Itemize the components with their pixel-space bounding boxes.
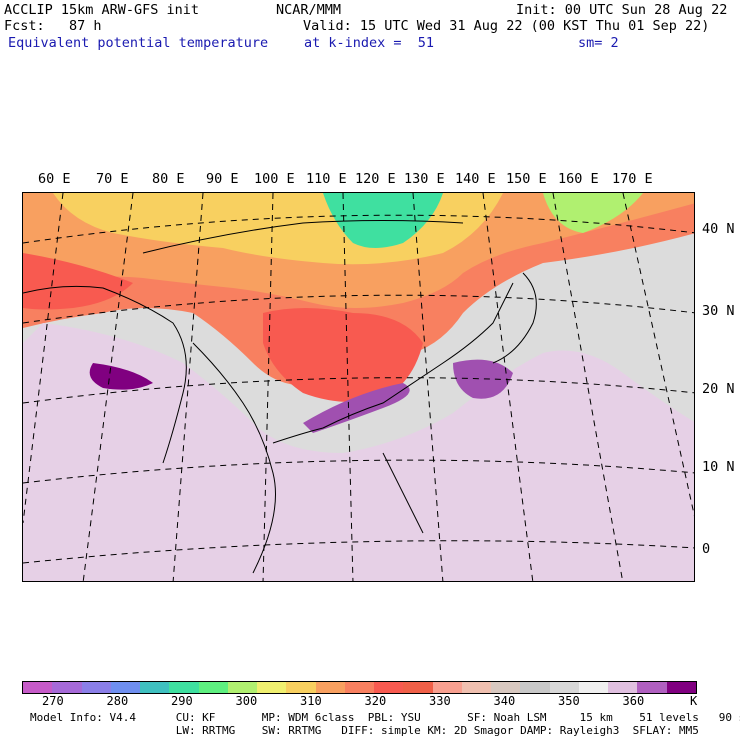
lon-label: 170 E — [612, 171, 653, 187]
colorbar-swatch — [520, 682, 550, 693]
colorbar — [22, 681, 697, 694]
theta-e-field — [23, 193, 694, 581]
lon-label: 140 E — [455, 171, 496, 187]
map-panel — [22, 192, 695, 582]
init-time: Init: 00 UTC Sun 28 Aug 22 — [516, 2, 728, 18]
colorbar-swatch — [432, 682, 462, 693]
lon-label: 90 E — [206, 171, 239, 187]
lon-label: 100 E — [254, 171, 295, 187]
lon-label: 160 E — [558, 171, 599, 187]
lon-label: 70 E — [96, 171, 129, 187]
colorbar-swatch — [549, 682, 579, 693]
purple-patch-pacific — [453, 359, 513, 399]
colorbar-swatch — [608, 682, 638, 693]
colorbar-tick-label: 330 — [429, 694, 451, 708]
colorbar-tick-label: 320 — [364, 694, 387, 708]
lon-label: 120 E — [355, 171, 396, 187]
colorbar-swatch — [110, 682, 140, 693]
purple-band — [303, 383, 410, 433]
lat-label: 30 N — [702, 303, 735, 319]
title-model: ACCLIP 15km ARW-GFS init — [4, 2, 200, 18]
colorbar-swatch — [491, 682, 521, 693]
purple-patch-india — [89, 363, 153, 390]
org-label: NCAR/MMM — [276, 2, 342, 18]
colorbar-tick-label: 340 — [493, 694, 516, 708]
colorbar-swatch — [23, 682, 53, 693]
model-info-line1: Model Info: V4.4 CU: KF MP: WDM 6class P… — [30, 711, 740, 724]
green-ne — [543, 193, 643, 233]
lat-label: 10 N — [702, 459, 735, 475]
valid-time: Valid: 15 UTC Wed 31 Aug 22 (00 KST Thu … — [303, 18, 710, 34]
colorbar-swatch — [140, 682, 170, 693]
colorbar-swatch — [637, 682, 667, 693]
level-label: at k-index = 51 — [304, 35, 435, 51]
model-info-line2: LW: RRTMG SW: RRTMG DIFF: simple KM: 2D … — [30, 724, 699, 737]
colorbar-swatch — [374, 682, 404, 693]
graticule — [23, 193, 694, 581]
colorbar-swatch — [169, 682, 199, 693]
lat-label: 0 — [702, 541, 711, 557]
colorbar-swatch — [52, 682, 82, 693]
colorbar-tick-label: 350 — [558, 694, 580, 708]
colorbar-swatch — [286, 682, 316, 693]
colorbar-swatch — [227, 682, 257, 693]
smoothing-label: sm= 2 — [578, 35, 619, 51]
forecast-hour: Fcst: 87 h — [4, 18, 102, 34]
lon-label: 130 E — [404, 171, 445, 187]
lon-label: 150 E — [506, 171, 547, 187]
lon-label: 110 E — [306, 171, 347, 187]
lat-label: 40 N — [702, 221, 735, 237]
field-name: Equivalent potential temperature — [8, 35, 269, 51]
lon-label: 80 E — [152, 171, 185, 187]
colorbar-swatch — [257, 682, 287, 693]
lat-label: 20 N — [702, 381, 735, 397]
lon-label: 60 E — [38, 171, 71, 187]
colorbar-swatch — [578, 682, 608, 693]
colorbar-tick-label: 270 — [42, 694, 64, 708]
colorbar-tick-label: 360 — [622, 694, 645, 708]
red-core-china — [263, 308, 423, 402]
colorbar-tick-label: 290 — [171, 694, 193, 708]
colorbar-swatch — [198, 682, 228, 693]
colorbar-swatch — [403, 682, 433, 693]
colorbar-tick-label: 300 — [235, 694, 258, 708]
colorbar-swatch — [344, 682, 374, 693]
lavender-tropics — [23, 323, 694, 581]
colorbar-swatch — [666, 682, 696, 693]
colorbar-swatch — [315, 682, 345, 693]
colorbar-tick-label: 280 — [106, 694, 129, 708]
coastlines — [23, 220, 537, 574]
colorbar-swatch — [461, 682, 491, 693]
colorbar-swatch — [81, 682, 111, 693]
colorbar-unit: K — [690, 694, 698, 708]
colorbar-tick-label: 310 — [300, 694, 322, 708]
